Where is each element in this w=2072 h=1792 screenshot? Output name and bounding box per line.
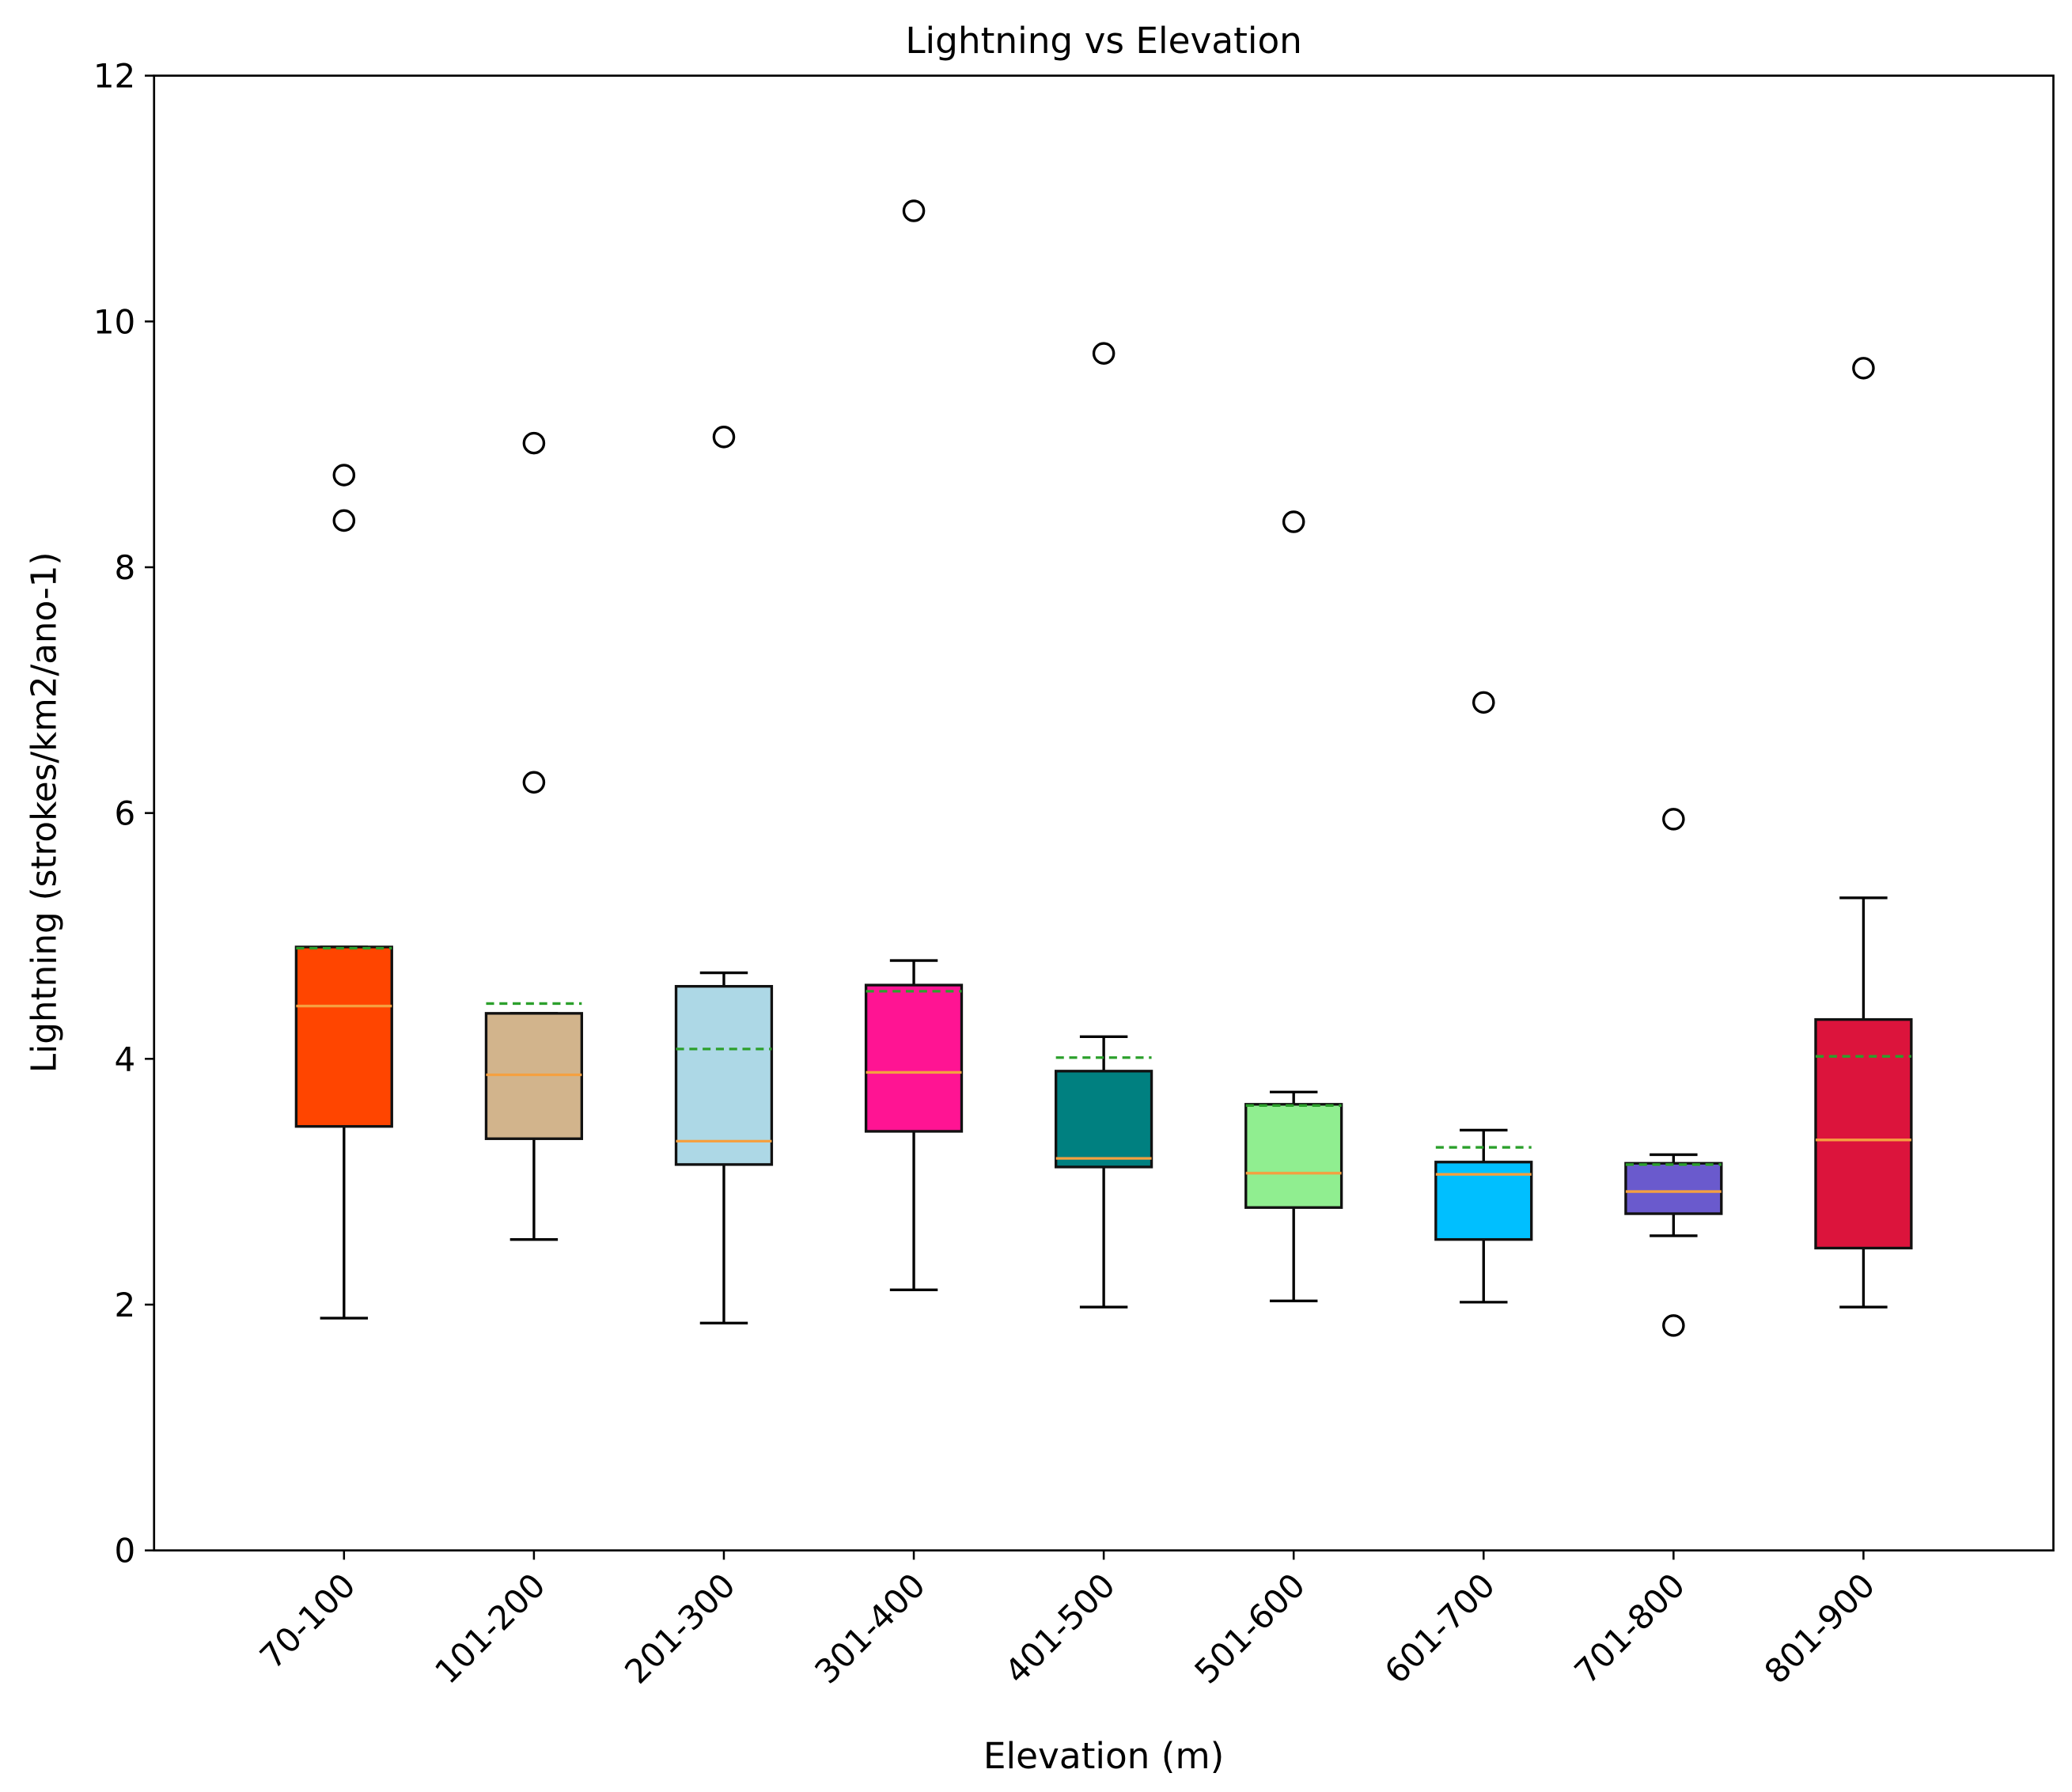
y-tick-label: 10 (93, 302, 135, 341)
outlier-point (902, 199, 926, 222)
outlier-point (1662, 1314, 1685, 1337)
outlier-point (1662, 808, 1685, 831)
x-tick-label: 70-100 (252, 1566, 363, 1676)
y-tick-label: 6 (115, 794, 136, 833)
y-tick-label: 0 (115, 1532, 136, 1570)
box-401-500 (1055, 1070, 1153, 1169)
y-tick-label: 2 (115, 1286, 136, 1324)
y-tick-label: 4 (115, 1040, 136, 1078)
x-tick-label: 101-200 (427, 1566, 553, 1692)
x-tick-label: 601-700 (1377, 1566, 1503, 1692)
box-701-800 (1624, 1161, 1723, 1215)
outlier-point (1852, 357, 1875, 380)
x-tick-label: 801-900 (1757, 1566, 1883, 1692)
x-tick-label: 701-800 (1567, 1566, 1693, 1692)
outlier-point (1472, 691, 1495, 714)
box-801-900 (1814, 1017, 1913, 1250)
outlier-point (712, 426, 736, 449)
outlier-point (332, 464, 356, 487)
x-tick-label: 201-300 (617, 1566, 743, 1692)
outlier-point (522, 431, 546, 455)
box-301-400 (864, 983, 964, 1133)
y-axis-label: Lightning (strokes/km2/ano-1) (25, 551, 64, 1073)
y-tick-label: 8 (115, 548, 136, 587)
outlier-point (1282, 510, 1305, 533)
x-tick-label: 401-500 (997, 1566, 1123, 1692)
y-tick-label: 12 (93, 57, 135, 96)
box-70-100 (294, 945, 393, 1128)
box-501-600 (1244, 1103, 1343, 1209)
x-axis-label: Elevation (m) (983, 1735, 1224, 1777)
box-201-300 (674, 984, 774, 1166)
outlier-point (332, 509, 356, 532)
outlier-point (522, 771, 546, 794)
plot-frame (153, 74, 2055, 1551)
x-tick-label: 501-600 (1187, 1566, 1313, 1692)
x-tick-label: 301-400 (807, 1566, 933, 1692)
chart-title: Lightning vs Elevation (905, 20, 1302, 62)
outlier-point (1092, 342, 1116, 365)
